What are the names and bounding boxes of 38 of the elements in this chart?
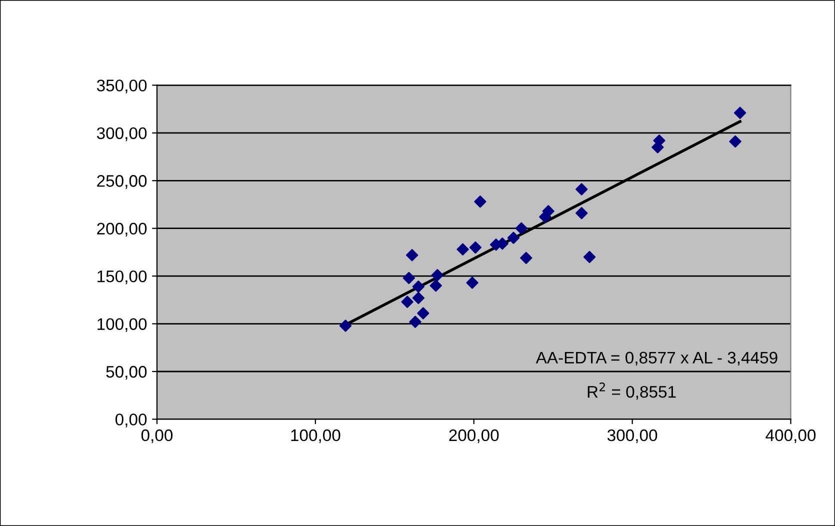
y-tick-label: 150,00 <box>98 270 147 284</box>
point <box>583 250 596 264</box>
x-tick-label: 400,00 <box>766 429 816 444</box>
point <box>729 135 742 148</box>
x-tick-label: 200,00 <box>449 429 499 444</box>
point <box>406 249 418 262</box>
point <box>417 307 430 320</box>
annotation: R$^{2}$ = 0,8551 <box>588 382 676 400</box>
point <box>734 106 746 119</box>
x-tick-label: 100,00 <box>291 429 340 444</box>
x-tick-label: 300,00 <box>607 429 658 444</box>
point <box>339 320 352 332</box>
point <box>412 292 424 304</box>
point <box>402 272 415 284</box>
point <box>456 243 469 256</box>
point <box>576 207 588 220</box>
annotation: AA-EDTA = 0,8577 x AL - 3,4459 <box>536 352 778 366</box>
point <box>515 222 528 234</box>
point <box>474 196 486 208</box>
y-tick-label: 200,00 <box>97 222 147 237</box>
y-tick-label: 300,00 <box>96 127 147 142</box>
point <box>466 276 478 289</box>
point <box>520 252 532 264</box>
x-tick-label: 0,00 <box>141 429 173 444</box>
point <box>430 280 442 292</box>
point <box>412 280 424 293</box>
point <box>431 269 444 282</box>
point <box>409 316 422 328</box>
point <box>576 183 588 196</box>
point <box>469 241 482 254</box>
y-tick-label: 50,00 <box>106 366 147 380</box>
y-tick-label: 100,00 <box>98 318 147 332</box>
y-tick-label: 0,00 <box>115 414 147 428</box>
point <box>507 232 520 244</box>
point <box>542 205 554 218</box>
y-tick-label: 250,00 <box>97 175 147 189</box>
y-tick-label: 350,00 <box>96 80 147 94</box>
point <box>401 296 414 308</box>
